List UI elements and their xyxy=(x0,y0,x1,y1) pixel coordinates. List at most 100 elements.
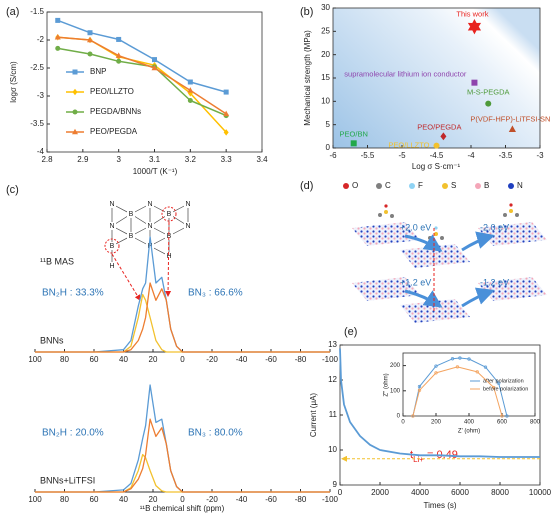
atom-label: N xyxy=(147,201,152,208)
x-axis-label: Times (s) xyxy=(423,501,456,510)
energy-label: -2.0 eV xyxy=(480,222,509,232)
x-axis-label: Log σ S·cm⁻¹ xyxy=(412,162,461,171)
x-tick-label: 0 xyxy=(180,495,185,504)
spectrum-header: ¹¹B MAS xyxy=(40,256,74,266)
marker xyxy=(508,125,516,133)
atom-label: N xyxy=(185,201,190,208)
legend-label: S xyxy=(451,181,456,190)
marker xyxy=(458,356,462,360)
y-tick-label: 200 xyxy=(390,363,401,369)
legend-label: PEO/LLZTO xyxy=(90,87,134,96)
marker xyxy=(450,357,455,361)
marker xyxy=(497,381,501,385)
legend-marker xyxy=(409,183,415,189)
y-tick-label: 0 xyxy=(397,414,401,420)
marker xyxy=(433,142,440,149)
marker xyxy=(55,45,61,51)
atom-bg xyxy=(146,222,154,230)
peak-annotation: BN₂H : 33.3% xyxy=(42,288,104,299)
marker xyxy=(440,132,447,141)
legend-marker xyxy=(72,128,78,135)
y-tick-label: 15 xyxy=(321,73,330,82)
x-tick-label: -6 xyxy=(329,151,337,160)
energy-label: +2.0 eV xyxy=(400,222,431,232)
marker xyxy=(467,357,471,361)
atom-label: H xyxy=(166,253,171,260)
y-tick-label: -3.5 xyxy=(30,119,44,128)
y-tick-label: 100 xyxy=(390,388,401,394)
spectrum-name: BNNs xyxy=(40,335,64,345)
y-axis-label: Current (μA) xyxy=(309,393,318,438)
x-tick-label: 3.2 xyxy=(185,155,197,164)
atom-label: N xyxy=(185,223,190,230)
marker xyxy=(116,36,122,42)
plot-frame xyxy=(46,11,263,153)
y-tick-label: 9 xyxy=(333,480,338,489)
marker xyxy=(485,100,492,107)
legend-label: B xyxy=(484,181,489,190)
x-tick-label: 2.8 xyxy=(41,155,53,164)
y-axis-label: Mechanical strength (MPa) xyxy=(303,30,312,126)
x-tick-label: 100 xyxy=(28,495,42,504)
point-label: M-S-PEGDA xyxy=(467,88,510,97)
legend-label: F xyxy=(418,181,423,190)
y-tick-label: 0 xyxy=(326,143,331,152)
sheet xyxy=(352,222,420,246)
marker xyxy=(187,97,193,103)
x-tick-label: 8000 xyxy=(491,488,509,497)
sheet xyxy=(400,244,470,268)
point-label: P(VDF-HFP)-LiTFSI-SN xyxy=(470,114,550,123)
atom-label: N xyxy=(109,201,114,208)
atom-bg xyxy=(108,200,116,208)
y-tick-label: 20 xyxy=(321,50,330,59)
marker xyxy=(467,19,482,35)
atom-bg xyxy=(127,232,135,240)
y-tick-label: -3 xyxy=(37,91,45,100)
x-axis-label: ¹¹B chemical shift (ppm) xyxy=(140,504,225,513)
x-tick-label: -20 xyxy=(206,495,218,504)
legend-label: BNP xyxy=(90,67,106,76)
atom-bg xyxy=(146,200,154,208)
sheet xyxy=(400,299,470,323)
atom-bg xyxy=(165,210,173,218)
x-tick-label: -4.5 xyxy=(430,151,444,160)
marker xyxy=(350,140,357,147)
line xyxy=(57,19,227,93)
atom-label: B xyxy=(129,233,134,240)
atom-bg xyxy=(184,222,192,230)
marker xyxy=(471,79,478,86)
marker xyxy=(55,17,61,23)
point-label: PEO/LLZTO xyxy=(388,141,429,150)
arrow xyxy=(461,231,495,252)
line xyxy=(412,366,503,417)
legend-marker xyxy=(376,183,382,189)
spectrum-line xyxy=(35,282,330,353)
x-tick-label: -40 xyxy=(236,495,248,504)
legend-label: C xyxy=(385,181,391,190)
legend-marker xyxy=(508,183,514,189)
spectrum-line xyxy=(35,418,330,493)
legend-marker xyxy=(72,109,78,115)
x-tick-label: -100 xyxy=(322,355,339,364)
x-tick-label: 400 xyxy=(464,420,475,426)
y-tick-label: -4 xyxy=(37,147,45,156)
x-tick-label: 4000 xyxy=(411,488,429,497)
y-tick-label: -1.5 xyxy=(30,7,44,16)
marker xyxy=(116,58,122,64)
x-tick-label: -40 xyxy=(236,355,248,364)
marker xyxy=(475,370,479,374)
panel-label: (e) xyxy=(344,326,357,338)
marker xyxy=(87,51,93,57)
legend-label: PEGDA/BNNs xyxy=(90,107,141,116)
atom-bg xyxy=(108,222,116,230)
marker xyxy=(434,364,438,368)
arrow xyxy=(404,234,443,252)
x-tick-label: 40 xyxy=(119,495,128,504)
marker xyxy=(223,110,230,117)
point-label: supramolecular lithium ion conductor xyxy=(344,70,467,79)
line xyxy=(57,47,227,117)
x-tick-label: 600 xyxy=(497,420,508,426)
x-tick-label: 3.3 xyxy=(221,155,233,164)
